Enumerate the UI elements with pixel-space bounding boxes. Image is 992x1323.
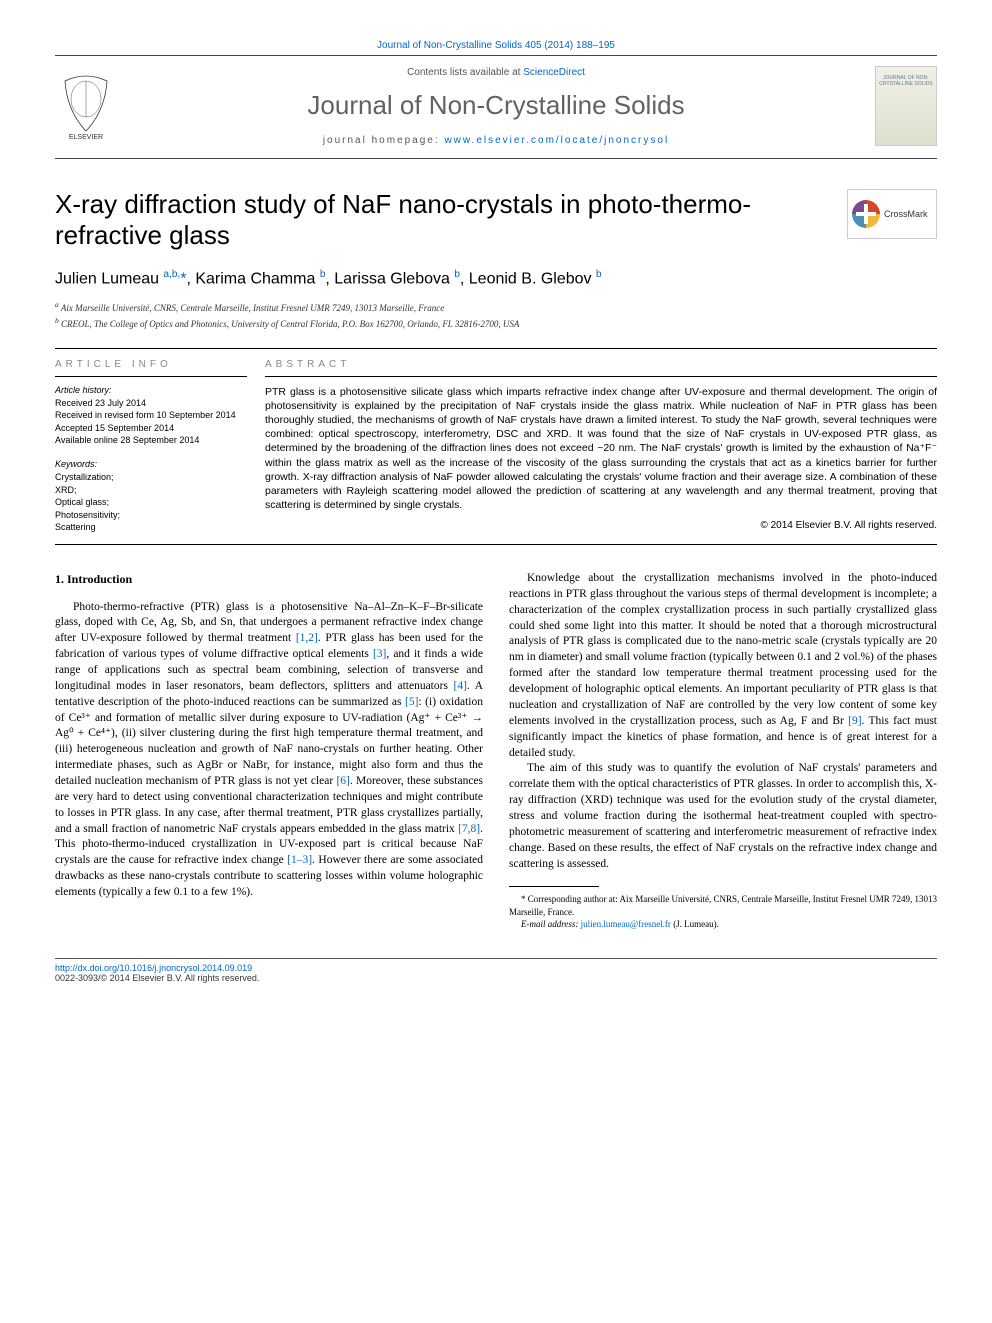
citation[interactable]: [3] [373,648,386,660]
citation[interactable]: [6] [336,775,349,787]
article-info-panel: article info Article history: Received 2… [55,349,265,544]
body-columns: 1. Introduction Photo-thermo-refractive … [55,571,937,930]
citation[interactable]: [7,8] [458,823,480,835]
journal-cover-thumbnail: JOURNAL OF NON-CRYSTALLINE SOLIDS [875,66,937,146]
sciencedirect-link[interactable]: ScienceDirect [523,67,585,78]
keyword: Scattering [55,521,247,534]
citation[interactable]: [9] [848,715,861,727]
doi-link[interactable]: http://dx.doi.org/10.1016/j.jnoncrysol.2… [55,963,937,973]
keyword: Optical glass; [55,496,247,509]
citation[interactable]: [1,2] [296,632,318,644]
journal-homepage: journal homepage: www.elsevier.com/locat… [132,135,860,146]
abstract-copyright: © 2014 Elsevier B.V. All rights reserved… [265,520,937,531]
journal-header: ELSEVIER Contents lists available at Sci… [55,55,937,159]
body-paragraph: Knowledge about the crystallization mech… [509,571,937,761]
history-online: Available online 28 September 2014 [55,434,247,447]
journal-name: Journal of Non-Crystalline Solids [132,90,860,121]
history-revised: Received in revised form 10 September 20… [55,409,247,422]
email-link[interactable]: julien.lumeau@fresnel.fr [581,919,671,929]
body-paragraph: Photo-thermo-refractive (PTR) glass is a… [55,600,483,901]
crossmark-badge[interactable]: CrossMark [847,189,937,239]
crossmark-label: CrossMark [884,209,928,219]
affiliations: a Aix Marseille Université, CNRS, Centra… [55,299,937,332]
affiliation-a: a Aix Marseille Université, CNRS, Centra… [55,299,937,316]
article-info-heading: article info [55,359,247,377]
elsevier-logo: ELSEVIER [55,71,117,141]
homepage-link[interactable]: www.elsevier.com/locate/jnoncrysol [444,135,669,146]
history-label: Article history: [55,385,247,395]
email-footnote: E-mail address: julien.lumeau@fresnel.fr… [509,918,937,930]
author-list: Julien Lumeau a,b,*, Karima Chamma b, La… [55,269,937,288]
footnote-separator [509,886,599,887]
citation[interactable]: [1–3] [287,854,312,866]
keyword: Photosensitivity; [55,509,247,522]
citation[interactable]: [5] [405,696,418,708]
contents-lists: Contents lists available at ScienceDirec… [132,67,860,78]
abstract-heading: abstract [265,359,937,377]
keyword: XRD; [55,484,247,497]
citation[interactable]: [4] [453,680,466,692]
issn-copyright: 0022-3093/© 2014 Elsevier B.V. All right… [55,973,937,983]
history-accepted: Accepted 15 September 2014 [55,422,247,435]
keyword: Crystallization; [55,471,247,484]
history-received: Received 23 July 2014 [55,397,247,410]
crossmark-icon [852,200,880,228]
footer: http://dx.doi.org/10.1016/j.jnoncrysol.2… [55,958,937,983]
keywords-label: Keywords: [55,459,247,469]
affiliation-b: b CREOL, The College of Optics and Photo… [55,315,937,332]
section-heading: 1. Introduction [55,571,483,588]
corresponding-author-footnote: * Corresponding author at: Aix Marseille… [509,893,937,917]
body-paragraph: The aim of this study was to quantify th… [509,761,937,872]
article-title: X-ray diffraction study of NaF nano-crys… [55,189,775,251]
svg-text:ELSEVIER: ELSEVIER [69,134,103,141]
journal-reference: Journal of Non-Crystalline Solids 405 (2… [55,40,937,51]
abstract-panel: abstract PTR glass is a photosensitive s… [265,349,937,544]
abstract-text: PTR glass is a photosensitive silicate g… [265,385,937,513]
